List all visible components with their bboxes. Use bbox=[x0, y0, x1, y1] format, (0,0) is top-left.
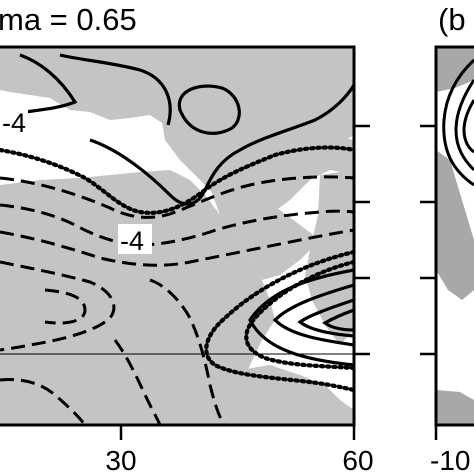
panel-a-title: ma = 0.65 bbox=[0, 2, 137, 37]
svg-text:-4: -4 bbox=[120, 226, 144, 256]
panel-b-title: (b bbox=[438, 2, 466, 37]
panel-b-ticks bbox=[420, 124, 438, 440]
contour-label-1: -4 bbox=[0, 108, 28, 138]
svg-text:-4: -4 bbox=[2, 108, 26, 138]
positive-contours bbox=[0, 53, 354, 367]
panel-a-frame bbox=[0, 45, 356, 427]
zero-contours bbox=[0, 145, 354, 393]
panel-a-xtick-30: 30 bbox=[105, 445, 136, 474]
contour-label-2: -4 bbox=[118, 224, 152, 256]
negative-contours bbox=[0, 175, 354, 425]
panel-b-xtick: -10 bbox=[430, 445, 470, 474]
panel-a-ticks bbox=[119, 124, 370, 440]
panel-a-xtick-60: 60 bbox=[342, 445, 373, 474]
panel-a-map: -4 -4 bbox=[0, 47, 354, 425]
panel-b-map bbox=[436, 47, 474, 425]
panel-b-frame bbox=[434, 45, 474, 427]
